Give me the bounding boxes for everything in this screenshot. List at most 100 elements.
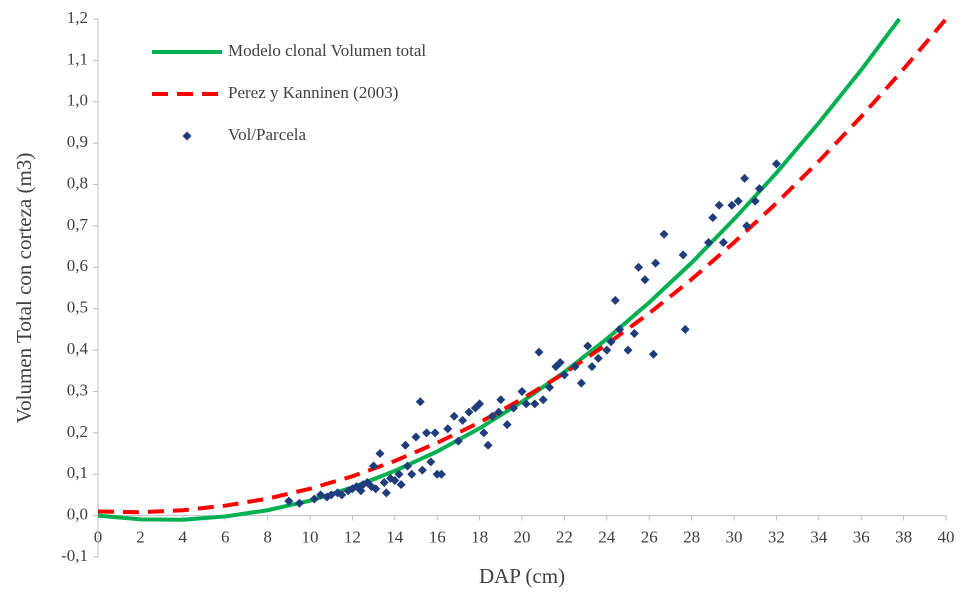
scatter-point bbox=[555, 357, 565, 367]
x-tick-label: 10 bbox=[302, 528, 319, 547]
scatter-point bbox=[714, 200, 724, 210]
scatter-point bbox=[678, 250, 688, 260]
scatter-point bbox=[487, 411, 497, 421]
y-tick-label: 0,8 bbox=[67, 173, 88, 192]
scatter-point bbox=[337, 490, 347, 500]
scatter-point bbox=[602, 345, 612, 355]
x-axis-title: DAP (cm) bbox=[479, 564, 565, 588]
legend-label: Vol/Parcela bbox=[228, 125, 307, 144]
scatter-point bbox=[494, 407, 504, 417]
scatter-point bbox=[629, 329, 639, 339]
scatter-point bbox=[430, 428, 440, 438]
scatter-point bbox=[436, 469, 446, 479]
x-tick-label: 30 bbox=[726, 528, 743, 547]
x-tick-label: 32 bbox=[768, 528, 785, 547]
scatter-point bbox=[449, 411, 459, 421]
legend-label: Modelo clonal Volumen total bbox=[228, 41, 426, 60]
scatter-point bbox=[417, 465, 427, 475]
scatter-point bbox=[294, 498, 304, 508]
y-tick-label: 1,2 bbox=[67, 8, 88, 27]
scatter-point bbox=[509, 403, 519, 413]
y-tick-label: 1,0 bbox=[67, 91, 88, 110]
scatter-point bbox=[530, 399, 540, 409]
scatter-point bbox=[521, 399, 531, 409]
scatter-point bbox=[443, 424, 453, 434]
scatter-point bbox=[771, 159, 781, 169]
x-tick-label: 12 bbox=[344, 528, 361, 547]
scatter-point bbox=[587, 362, 597, 372]
scatter-point bbox=[570, 362, 580, 372]
y-tick-label: 0,2 bbox=[67, 422, 88, 441]
scatter-point bbox=[640, 275, 650, 285]
scatter-point bbox=[704, 237, 714, 247]
y-tick-label: 0,7 bbox=[67, 215, 89, 234]
scatter-point bbox=[403, 461, 413, 471]
x-tick-label: 38 bbox=[895, 528, 912, 547]
x-tick-label: 18 bbox=[471, 528, 488, 547]
scatter-point bbox=[284, 496, 294, 506]
scatter-point bbox=[659, 229, 669, 239]
scatter-point bbox=[623, 345, 633, 355]
x-tick-label: 14 bbox=[386, 528, 404, 547]
scatter-point bbox=[411, 432, 421, 442]
x-tick-label: 22 bbox=[556, 528, 573, 547]
y-tick-label: 0,1 bbox=[67, 463, 88, 482]
scatter-point bbox=[750, 196, 760, 206]
scatter-point bbox=[479, 428, 489, 438]
y-tick-label: 0,3 bbox=[67, 380, 88, 399]
scatter-point bbox=[422, 428, 432, 438]
x-tick-label: 6 bbox=[221, 528, 230, 547]
scatter-point bbox=[496, 395, 506, 405]
scatter-point bbox=[464, 407, 474, 417]
scatter-point bbox=[381, 488, 391, 498]
x-tick-label: 20 bbox=[514, 528, 531, 547]
series-line bbox=[97, 17, 948, 515]
scatter-point bbox=[545, 382, 555, 392]
y-axis-title: Volumen Total con corteza (m3) bbox=[12, 153, 36, 424]
scatter-point bbox=[634, 262, 644, 272]
y-tick-label: 0,9 bbox=[67, 132, 88, 151]
scatter-point bbox=[309, 494, 319, 504]
y-tick-label: 0,4 bbox=[67, 339, 89, 358]
y-tick-label: 0,0 bbox=[67, 505, 88, 524]
scatter-point bbox=[390, 475, 400, 485]
scatter-point bbox=[394, 469, 404, 479]
scatter-point bbox=[538, 395, 548, 405]
scatter-point bbox=[534, 347, 544, 357]
scatter-point bbox=[407, 469, 417, 479]
scatter-point bbox=[708, 213, 718, 223]
scatter-point bbox=[754, 184, 764, 194]
scatter-point bbox=[610, 295, 620, 305]
x-tick-label: 4 bbox=[179, 528, 188, 547]
scatter-point bbox=[483, 440, 493, 450]
x-tick-label: 36 bbox=[853, 528, 870, 547]
scatter-point bbox=[593, 353, 603, 363]
scatter-point bbox=[606, 337, 616, 347]
scatter-point bbox=[458, 415, 468, 425]
scatter-point bbox=[475, 399, 485, 409]
scatter-point bbox=[583, 341, 593, 351]
x-tick-label: 8 bbox=[263, 528, 272, 547]
x-tick-label: 16 bbox=[429, 528, 446, 547]
x-tick-label: 26 bbox=[641, 528, 658, 547]
scatter-point bbox=[371, 484, 381, 494]
scatter-point bbox=[740, 173, 750, 183]
scatter-point bbox=[517, 386, 527, 396]
scatter-point bbox=[375, 449, 385, 459]
y-tick-label: 0,5 bbox=[67, 298, 88, 317]
scatter-point bbox=[453, 436, 463, 446]
scatter-point bbox=[680, 324, 690, 334]
x-tick-label: 0 bbox=[94, 528, 103, 547]
scatter-point bbox=[733, 196, 743, 206]
scatter-point bbox=[400, 440, 410, 450]
scatter-point bbox=[415, 397, 425, 407]
legend-symbol bbox=[182, 131, 192, 141]
scatter-point bbox=[559, 370, 569, 380]
scatter-point bbox=[742, 221, 752, 231]
scatter-point bbox=[727, 200, 737, 210]
scatter-point bbox=[651, 258, 661, 268]
x-tick-label: 24 bbox=[598, 528, 616, 547]
x-tick-label: 2 bbox=[136, 528, 145, 547]
scatter-point bbox=[718, 237, 728, 247]
